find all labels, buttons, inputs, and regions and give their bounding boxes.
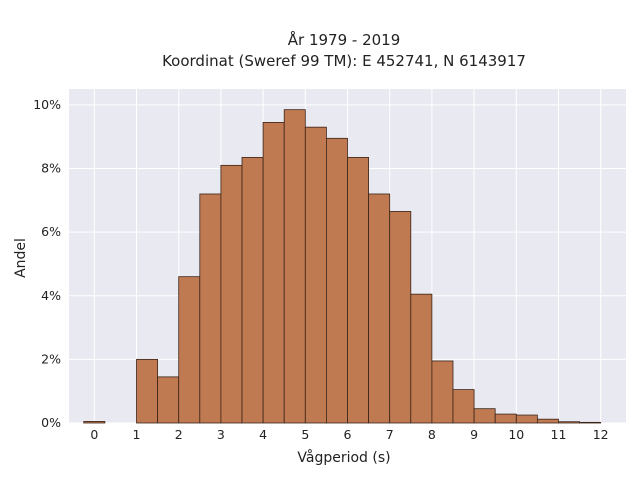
y-tick-label: 4% (41, 288, 61, 303)
histogram-bar (83, 421, 106, 424)
y-tick-label: 0% (41, 415, 61, 430)
x-tick-label: 11 (551, 427, 567, 442)
y-tick-label: 10% (33, 97, 61, 112)
chart-title-line2: Koordinat (Sweref 99 TM): E 452741, N 61… (162, 52, 526, 70)
x-tick-labels: 0 1 2 3 4 5 6 7 8 9 10 11 12 (90, 427, 608, 442)
x-tick-label: 9 (470, 427, 478, 442)
x-tick-label: 4 (259, 427, 267, 442)
x-axis-label: Vågperiod (s) (297, 449, 390, 466)
histogram-bar (241, 156, 264, 424)
x-tick-label: 7 (386, 427, 394, 442)
histogram-bar (220, 164, 243, 424)
histogram-bar (347, 156, 369, 424)
x-tick-label: 2 (175, 427, 183, 442)
histogram-bar (558, 421, 580, 424)
histogram-bar (283, 109, 306, 424)
histogram-bars (83, 109, 602, 424)
histogram-bar (515, 414, 538, 424)
y-tick-label: 2% (41, 351, 61, 366)
chart-title-line1: År 1979 - 2019 (288, 30, 401, 49)
x-tick-label: 8 (428, 427, 436, 442)
x-tick-label: 10 (508, 427, 524, 442)
histogram-bar (389, 211, 412, 424)
histogram-bar (579, 421, 602, 424)
x-tick-label: 3 (217, 427, 225, 442)
histogram-bar (368, 193, 391, 424)
y-tick-labels: 0% 2% 4% 6% 8% 10% (33, 97, 61, 430)
histogram-bar (431, 360, 454, 424)
histogram-bar (452, 389, 475, 424)
x-tick-label: 5 (301, 427, 309, 442)
histogram-bar (136, 358, 159, 424)
x-tick-label: 1 (133, 427, 141, 442)
histogram-bar (262, 122, 285, 424)
y-tick-label: 8% (41, 161, 61, 176)
histogram-bar (473, 408, 496, 424)
histogram-bar (199, 193, 222, 424)
histogram-bar (178, 276, 201, 424)
histogram-bar (410, 293, 433, 424)
x-tick-label: 6 (344, 427, 352, 442)
histogram-bar (494, 413, 517, 424)
histogram-bar (157, 376, 180, 424)
histogram-bar (304, 126, 327, 424)
y-axis-label: Andel (13, 238, 29, 278)
y-tick-label: 6% (41, 224, 61, 239)
histogram-bar (536, 418, 559, 424)
x-tick-label: 0 (90, 427, 98, 442)
x-tick-label: 12 (593, 427, 609, 442)
histogram-bar (326, 137, 348, 424)
